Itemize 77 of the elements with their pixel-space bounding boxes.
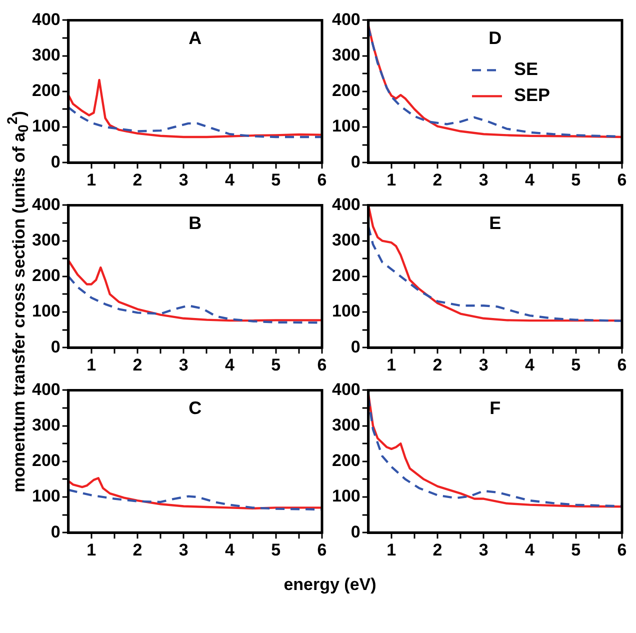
x-tick-label: 3 <box>178 170 188 190</box>
y-tick-label: 200 <box>32 451 60 470</box>
y-tick-label: 100 <box>332 116 360 136</box>
y-tick-label: 200 <box>332 451 360 470</box>
x-tick-label: 4 <box>225 170 236 190</box>
x-tick-label: 3 <box>478 355 488 374</box>
chart-title: A <box>188 28 202 48</box>
y-tick-label: 300 <box>32 230 60 250</box>
y-tick-label: 400 <box>332 10 360 29</box>
y-tick-label: 400 <box>332 194 360 214</box>
x-tick-label: 1 <box>86 355 96 374</box>
x-tick-label: 1 <box>86 170 96 190</box>
x-tick-label: 6 <box>617 540 627 560</box>
y-tick-label: 0 <box>350 152 360 172</box>
chart-title: B <box>188 213 202 234</box>
legend-label: SE <box>514 59 538 80</box>
y-tick-label: 400 <box>332 380 360 399</box>
x-tick-label: 3 <box>478 170 488 190</box>
x-tick-label: 6 <box>317 355 327 374</box>
y-tick-label: 200 <box>32 81 60 100</box>
x-axis-title: energy (eV) <box>282 575 378 595</box>
x-tick-label: 3 <box>478 540 488 560</box>
x-tick-label: 2 <box>432 170 442 190</box>
x-tick-label: 3 <box>178 355 188 374</box>
y-tick-label: 100 <box>32 116 60 136</box>
x-tick-label: 2 <box>432 355 442 374</box>
chart-title: E <box>489 213 502 234</box>
x-tick-label: 5 <box>271 355 281 374</box>
y-tick-label: 200 <box>332 81 360 100</box>
x-tick-label: 5 <box>571 355 581 374</box>
y-tick-label: 300 <box>332 230 360 250</box>
x-tick-label: 2 <box>132 170 142 190</box>
y-tick-label: 300 <box>32 415 60 434</box>
x-tick-label: 5 <box>571 170 581 190</box>
y-tick-label: 300 <box>332 45 360 64</box>
legend-label: SEP <box>514 85 550 106</box>
y-tick-label: 0 <box>350 337 360 356</box>
y-tick-label: 300 <box>332 415 360 434</box>
y-tick-label: 0 <box>50 522 60 542</box>
x-tick-label: 6 <box>317 540 327 560</box>
x-tick-label: 5 <box>571 540 581 560</box>
x-tick-label: 1 <box>86 540 96 560</box>
x-tick-label: 2 <box>432 540 442 560</box>
y-tick-label: 200 <box>32 266 60 286</box>
x-tick-label: 6 <box>317 170 327 190</box>
x-tick-label: 6 <box>617 355 627 374</box>
line-series <box>68 488 322 511</box>
chart-title: F <box>490 398 501 418</box>
y-tick-label: 100 <box>32 302 60 321</box>
x-tick-label: 1 <box>386 355 396 374</box>
x-tick-label: 4 <box>225 355 236 374</box>
x-tick-label: 4 <box>525 355 536 374</box>
x-tick-label: 1 <box>386 170 396 190</box>
y-tick-label: 200 <box>332 266 360 286</box>
chart-title: C <box>188 398 202 418</box>
x-tick-label: 2 <box>132 355 142 374</box>
y-tick-label: 300 <box>32 45 60 64</box>
y-tick-label: 100 <box>332 302 360 321</box>
y-tick-label: 100 <box>332 486 360 506</box>
x-tick-label: 4 <box>525 540 536 560</box>
x-tick-label: 5 <box>271 170 281 190</box>
y-tick-label: 0 <box>50 152 60 172</box>
line-series <box>68 106 322 138</box>
x-tick-label: 4 <box>225 540 236 560</box>
x-tick-label: 1 <box>386 540 396 560</box>
y-tick-label: 100 <box>32 486 60 506</box>
y-tick-label: 0 <box>50 337 60 356</box>
x-tick-label: 2 <box>132 540 142 560</box>
y-tick-label: 400 <box>32 194 60 214</box>
x-tick-label: 4 <box>525 170 536 190</box>
chart-title: D <box>488 28 502 48</box>
x-tick-label: 3 <box>178 540 188 560</box>
y-tick-label: 400 <box>32 380 60 399</box>
x-tick-label: 6 <box>617 170 627 190</box>
y-tick-label: 400 <box>32 10 60 29</box>
x-tick-label: 5 <box>271 540 281 560</box>
y-tick-label: 0 <box>350 522 360 542</box>
